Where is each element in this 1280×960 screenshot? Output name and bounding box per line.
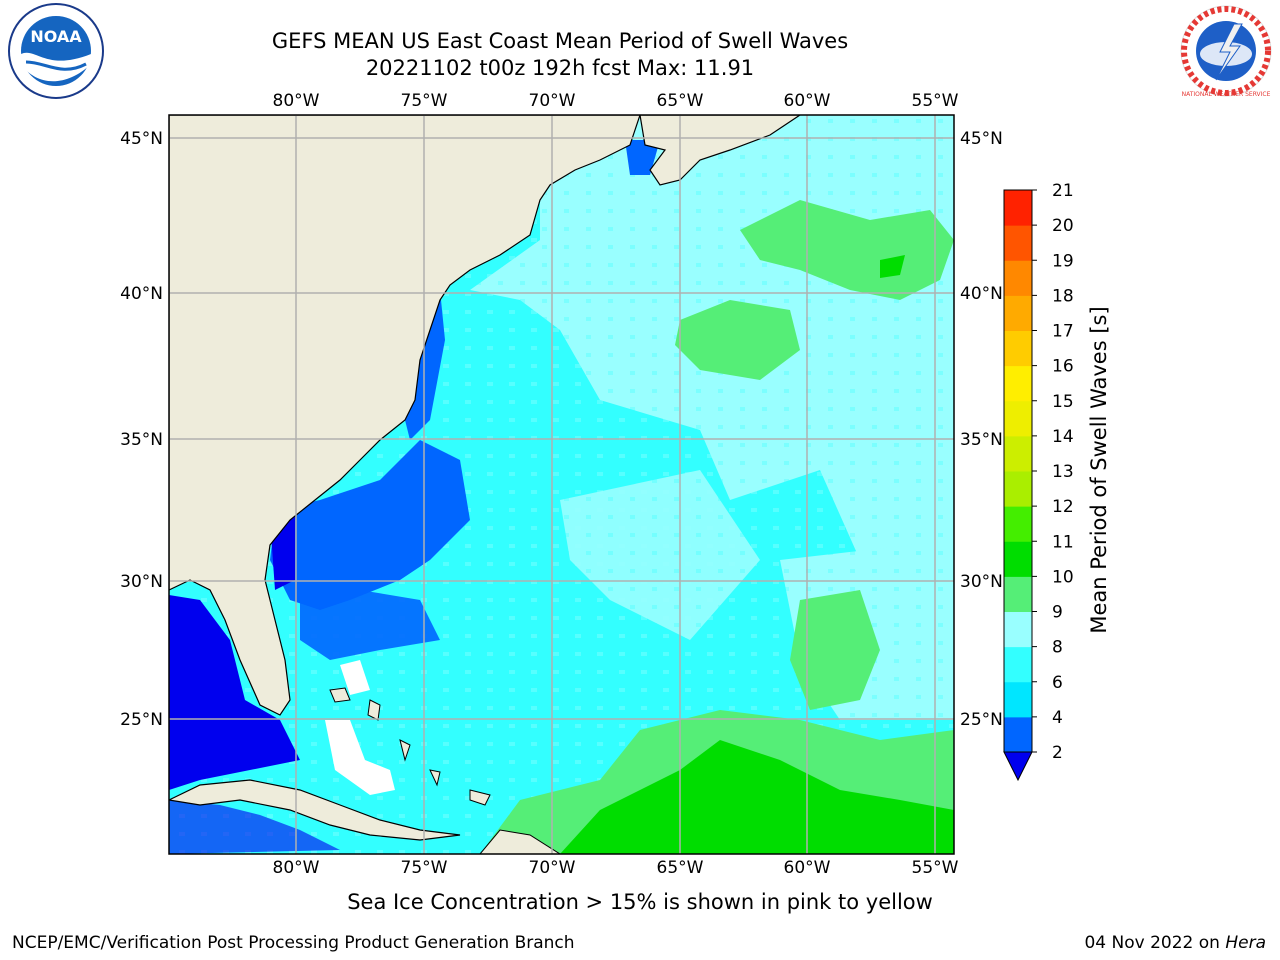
colorbar-tick-label: 2 [1052, 743, 1063, 763]
colorbar-tick-label: 6 [1052, 673, 1063, 693]
lat-label-right: 40°N [960, 284, 1003, 304]
lat-label-left: 30°N [120, 572, 163, 592]
swell-2-4s-florida [300, 590, 440, 660]
lat-label-left: 25°N [120, 710, 163, 730]
land-bahamas [329, 687, 491, 806]
lon-label-bottom: 75°W [401, 858, 448, 878]
chart-subtitle: 20221102 t00z 192h fcst Max: 11.91 [365, 56, 755, 80]
colorbar-tick-label: 12 [1052, 497, 1074, 517]
colorbar-label: Mean Period of Swell Waves [s] [1087, 306, 1111, 633]
swell-9-10s-patch-n [675, 300, 800, 380]
lat-label-right: 45°N [960, 129, 1003, 149]
lon-label-top: 60°W [784, 91, 831, 111]
colorbar: 2 4 6 8 9 10 11 12 13 14 15 16 17 18 19 20 21 [1003, 181, 1074, 782]
colorbar-tick-label: 21 [1052, 181, 1074, 201]
colorbar-segment [1004, 681, 1032, 718]
colorbar-segment [1004, 611, 1032, 648]
colorbar-segment [1004, 576, 1032, 612]
lat-label-right: 35°N [960, 430, 1003, 450]
colorbar-segment [1004, 260, 1032, 296]
noaa-logo: NOAA [8, 3, 104, 99]
map-field [169, 115, 954, 854]
swell-2-4s-fundy [625, 140, 660, 175]
lon-label-top: 55°W [912, 91, 959, 111]
colorbar-segment [1004, 435, 1032, 472]
chart-title: GEFS MEAN US East Coast Mean Period of S… [271, 29, 849, 53]
lon-label-top: 65°W [657, 91, 704, 111]
lat-label-right: 25°N [960, 710, 1003, 730]
lon-label-bottom: 80°W [273, 858, 320, 878]
land-cuba [169, 779, 461, 841]
swell-9-10s-patch-e [790, 590, 880, 710]
colorbar-tick-label: 10 [1052, 567, 1074, 587]
footer-date-text: 04 Nov 2022 on [1084, 933, 1226, 953]
lon-label-bottom: 70°W [529, 858, 576, 878]
colorbar-tick-label: 14 [1052, 427, 1074, 447]
colorbar-tick-label: 17 [1052, 322, 1074, 342]
lon-label-top: 80°W [273, 91, 320, 111]
swell-9-10s-patch-ne [740, 200, 954, 300]
lon-label-top: 70°W [529, 91, 576, 111]
colorbar-tick-label: 20 [1052, 216, 1074, 236]
graticule [169, 115, 954, 854]
colorbar-tick-label: 15 [1052, 392, 1074, 412]
colorbar-tick-label: 9 [1052, 603, 1063, 623]
colorbar-segment [1004, 716, 1032, 753]
colorbar-tick-label: 4 [1052, 708, 1063, 728]
land-us-east [169, 115, 641, 716]
sea-ice-note: Sea Ice Concentration > 15% is shown in … [347, 890, 933, 914]
nws-logo-text: NATIONAL WEATHER SERVICE [1182, 91, 1271, 98]
colorbar-segment [1004, 225, 1032, 261]
colorbar-segment [1004, 541, 1032, 577]
colorbar-segment [1004, 295, 1032, 331]
nws-logo: NATIONAL WEATHER SERVICE [1180, 5, 1272, 98]
colorbar-tick-label: 18 [1052, 286, 1074, 306]
colorbar-segment [1004, 506, 1032, 542]
footer-credit: NCEP/EMC/Verification Post Processing Pr… [12, 933, 575, 953]
noaa-logo-text: NOAA [30, 27, 82, 46]
swell-2-4s-carolina [270, 440, 470, 610]
colorbar-tick-label: 13 [1052, 462, 1074, 482]
colorbar-segment [1004, 646, 1032, 683]
colorbar-tick-label: 11 [1052, 532, 1074, 552]
lat-label-left: 40°N [120, 284, 163, 304]
footer-machine: Hera [1225, 933, 1266, 953]
colorbar-tick-label: 16 [1052, 357, 1074, 377]
swell-10-11s-spot [880, 255, 905, 278]
swell-under-2s-cuba [169, 800, 340, 854]
land-hispaniola [479, 829, 561, 854]
colorbar-under-arrow [1003, 751, 1033, 782]
colorbar-segment [1004, 330, 1032, 367]
lat-label-left: 35°N [120, 430, 163, 450]
little-bahama-bank-white [340, 660, 370, 695]
colorbar-segment [1004, 190, 1032, 226]
lon-label-bottom: 65°W [657, 858, 704, 878]
colorbar-segment [1004, 365, 1032, 402]
lon-label-bottom: 60°W [784, 858, 831, 878]
map-frame [168, 114, 955, 855]
colorbar-segment [1004, 471, 1032, 507]
colorbar-segment [1004, 400, 1032, 437]
swell-10-11s-south [560, 740, 954, 854]
bahamas-bank-white [325, 720, 395, 795]
lon-label-bottom: 55°W [912, 858, 959, 878]
colorbar-tick-label: 19 [1052, 251, 1074, 271]
lat-label-left: 45°N [120, 129, 163, 149]
colorbar-tick-label: 8 [1052, 638, 1063, 658]
lat-label-right: 30°N [960, 572, 1003, 592]
footer-date: 04 Nov 2022 on Hera [1084, 933, 1266, 953]
swell-under-2s-gulf [169, 595, 300, 790]
lon-label-top: 75°W [401, 91, 448, 111]
